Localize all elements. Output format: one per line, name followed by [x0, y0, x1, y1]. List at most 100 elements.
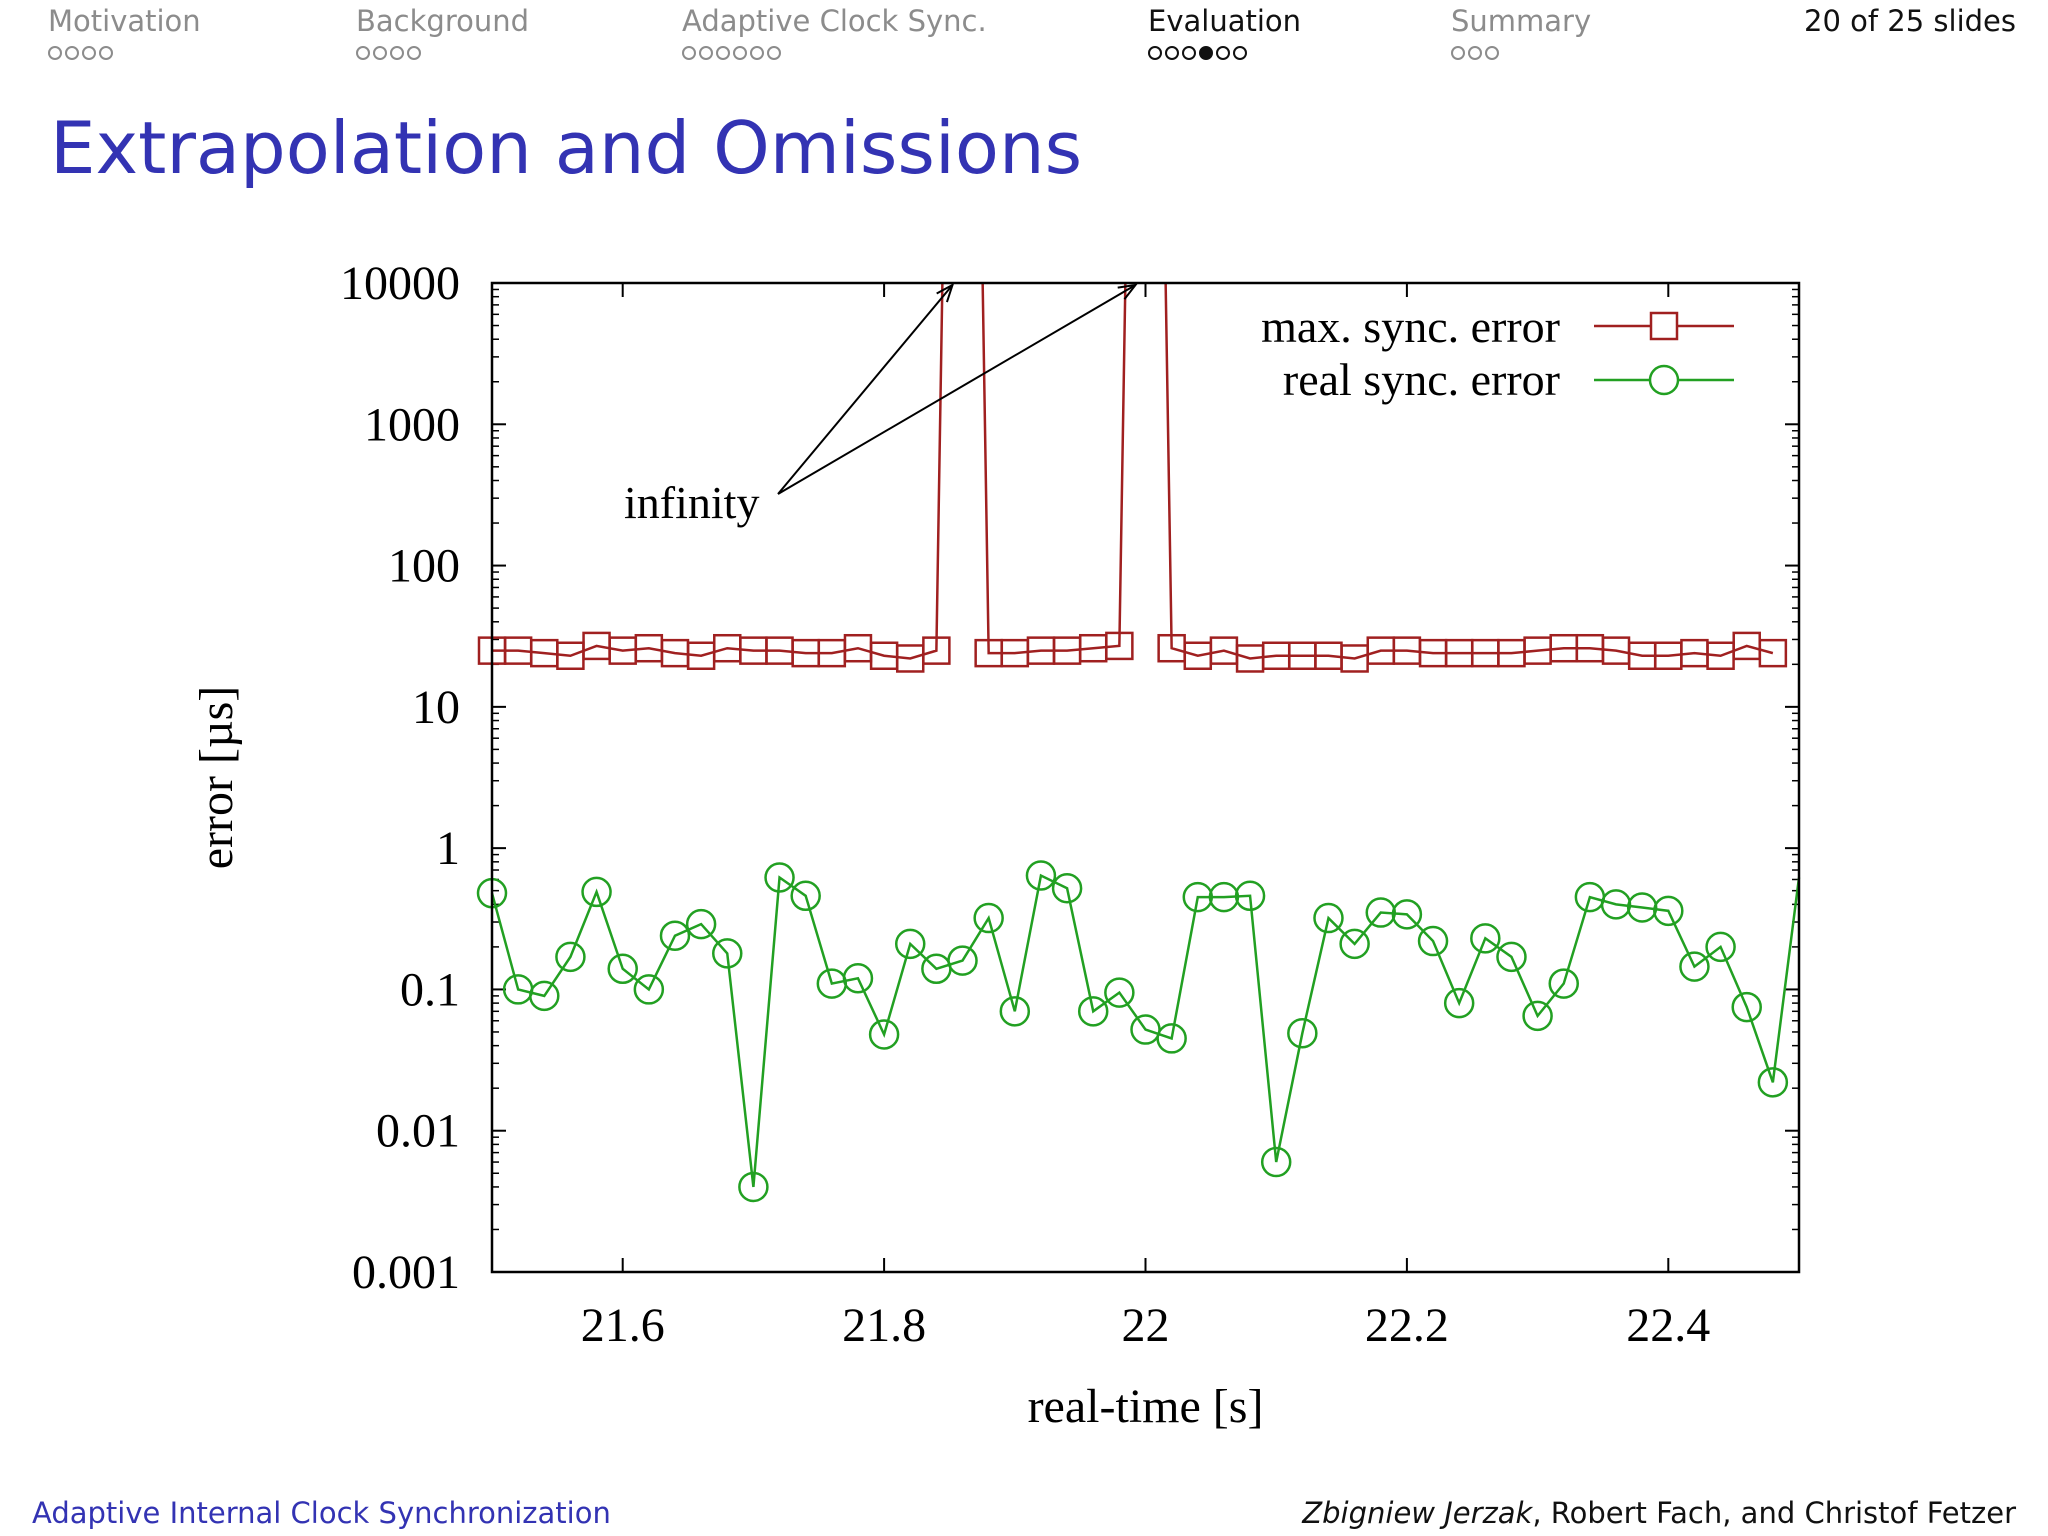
progress-dot	[48, 46, 62, 60]
annotation-arrow	[777, 284, 954, 495]
nav-label: Summary	[1451, 4, 1592, 38]
real-sync-error-point	[555, 941, 586, 973]
real-sync-error-point	[1731, 991, 1762, 1023]
real-sync-error-point	[842, 962, 874, 994]
real-sync-error-point	[659, 920, 691, 951]
y-tick-label: 1	[436, 822, 460, 875]
progress-dot	[99, 46, 113, 60]
real-sync-error-point	[1417, 925, 1449, 957]
chart-ticks	[492, 282, 1799, 1273]
nav-label: Evaluation	[1148, 4, 1302, 38]
annotation-infinity-label: infinity	[624, 477, 759, 528]
max-sync-error-point	[922, 636, 951, 665]
real-sync-error-point	[868, 1019, 900, 1050]
real-sync-error-point	[1653, 895, 1684, 927]
real-sync-error-point	[1339, 928, 1370, 960]
progress-dot	[1182, 46, 1196, 60]
real-sync-error-point	[1182, 881, 1214, 913]
real-sync-error-point	[764, 862, 795, 893]
real-sync-error-point	[685, 908, 717, 940]
real-sync-error-point	[1260, 1146, 1292, 1178]
series-real-sync-error	[476, 860, 1801, 1203]
progress-dot	[1233, 46, 1247, 60]
real-sync-error-point	[738, 1171, 769, 1203]
annotation-arrow	[777, 284, 1137, 495]
footer-coauthors: , Robert Fach, and Christof Fetzer	[1532, 1496, 2016, 1530]
real-sync-error-point	[1522, 1000, 1553, 1032]
nav-section-background[interactable]: Background	[356, 4, 529, 60]
real-sync-error-point	[1548, 968, 1579, 999]
nav-section-evaluation[interactable]: Evaluation	[1148, 4, 1301, 60]
real-sync-error-point	[1365, 897, 1397, 928]
nav-progress-dots	[356, 46, 529, 60]
progress-dot	[356, 46, 370, 60]
slide-title: Extrapolation and Omissions	[50, 106, 1083, 190]
progress-dot	[733, 46, 747, 60]
progress-dot	[1468, 46, 1482, 60]
chart-tick-labels: 0.001 0.01 0.1 1 10 100 1000 10000 21.6 21.8 22 22.…	[340, 257, 1710, 1352]
max-sync-error-line	[492, 282, 1774, 660]
y-tick-label: 10	[412, 681, 460, 734]
annotation-arrowhead	[1117, 283, 1138, 300]
nav-label: Background	[356, 4, 530, 38]
y-tick-label: 0.001	[352, 1246, 460, 1299]
plot-frame	[490, 281, 1801, 1274]
progress-dot	[767, 46, 781, 60]
nav-section-motivation[interactable]: Motivation	[48, 4, 201, 60]
progress-dot	[1165, 46, 1179, 60]
real-sync-error-point	[633, 974, 665, 1005]
real-sync-error-point	[1051, 873, 1083, 904]
real-sync-error-point	[1156, 1023, 1187, 1054]
progress-dot	[65, 46, 79, 60]
footer-authors: Zbigniew Jerzak, Robert Fach, and Christ…	[1302, 1496, 2016, 1530]
x-tick-label: 22.2	[1365, 1299, 1449, 1352]
legend-markers	[1594, 311, 1734, 396]
y-tick-label: 100	[388, 540, 460, 593]
progress-dot	[1451, 46, 1465, 60]
y-tick-label: 10000	[340, 257, 460, 310]
nav-section-summary[interactable]: Summary	[1451, 4, 1591, 60]
progress-dot-current	[1199, 46, 1213, 60]
x-tick-label: 22	[1122, 1299, 1170, 1352]
y-tick-label: 0.1	[400, 963, 460, 1016]
x-tick-label: 21.8	[842, 1299, 926, 1352]
progress-dot	[390, 46, 404, 60]
progress-dot	[1148, 46, 1162, 60]
real-sync-error-point	[1600, 889, 1632, 920]
nav-progress-dots	[682, 46, 987, 60]
real-sync-error-point	[529, 980, 560, 1012]
progress-dot	[682, 46, 696, 60]
x-tick-label: 21.6	[581, 1299, 665, 1352]
real-sync-error-point	[894, 928, 926, 960]
progress-dot	[699, 46, 713, 60]
footer-lead-author: Zbigniew Jerzak	[1302, 1496, 1533, 1530]
progress-dot	[373, 46, 387, 60]
real-sync-error-point	[1496, 941, 1527, 973]
nav-section-adaptive-clock-sync[interactable]: Adaptive Clock Sync.	[682, 4, 987, 60]
max-sync-error-point	[1758, 638, 1788, 668]
section-navigation: Motivation Background Adaptive Clock Syn…	[0, 0, 2048, 80]
real-sync-error-point	[1208, 881, 1240, 913]
footer-talk-title: Adaptive Internal Clock Synchronization	[32, 1496, 611, 1530]
legend-marker-real	[1648, 364, 1680, 396]
y-tick-label: 1000	[364, 398, 460, 451]
real-sync-error-point	[1705, 931, 1736, 963]
nav-progress-dots	[1148, 46, 1301, 60]
legend-marker-max	[1649, 311, 1679, 341]
nav-label: Adaptive Clock Sync.	[682, 4, 987, 38]
annotation-arrowhead	[936, 282, 955, 303]
progress-dot	[1216, 46, 1230, 60]
progress-dot	[82, 46, 96, 60]
real-sync-error-point	[973, 902, 1004, 934]
infinity-annotation: infinity	[624, 282, 1138, 528]
progress-dot	[1485, 46, 1499, 60]
progress-dot	[750, 46, 764, 60]
nav-progress-dots	[1451, 46, 1591, 60]
nav-label: Motivation	[48, 4, 201, 38]
x-tick-label: 22.4	[1626, 1299, 1710, 1352]
legend-label-max-sync-error: max. sync. error	[1261, 301, 1560, 352]
real-sync-error-point	[1679, 951, 1710, 982]
real-sync-error-point	[1077, 996, 1109, 1027]
real-sync-error-point	[1234, 880, 1266, 912]
chart-legend: max. sync. error real sync. error	[1261, 301, 1734, 405]
